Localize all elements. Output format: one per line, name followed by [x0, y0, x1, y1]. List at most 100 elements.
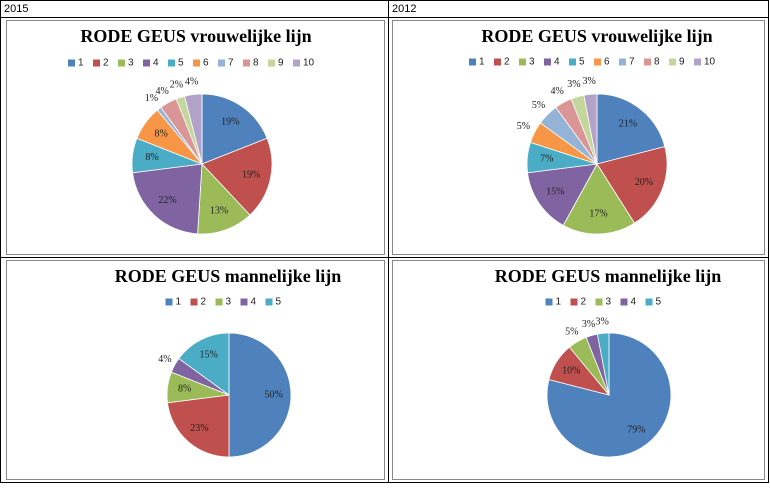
legend-label: 4: [153, 58, 159, 69]
slice-label: 3%: [583, 76, 596, 87]
pie-slice: [167, 394, 230, 458]
slice-label: 21%: [619, 118, 637, 129]
slice-label: 7%: [540, 154, 553, 165]
legend-label: 10: [303, 58, 315, 69]
slice-label: 22%: [158, 195, 176, 206]
slice-label: 3%: [582, 319, 595, 330]
legend-swatch: [265, 298, 273, 306]
slice-label: 5%: [517, 121, 530, 132]
legend-swatch: [619, 58, 626, 66]
legend-swatch: [519, 58, 526, 66]
legend-label: 3: [226, 297, 232, 308]
column-header: 2015: [4, 3, 28, 15]
legend-label: 5: [579, 57, 585, 68]
slice-label: 3%: [567, 79, 580, 90]
slice-label: 4%: [156, 86, 169, 97]
legend-label: 1: [556, 297, 562, 308]
legend-swatch: [694, 58, 701, 66]
legend-swatch: [644, 58, 651, 66]
chart-title: RODE GEUS mannelijke lijn: [115, 266, 342, 286]
legend-swatch: [168, 59, 175, 67]
slice-label: 20%: [635, 177, 653, 188]
legend-label: 5: [656, 297, 662, 308]
chart-title: RODE GEUS vrouwelijke lijn: [481, 26, 712, 46]
legend-swatch: [570, 298, 578, 306]
legend-swatch: [669, 58, 676, 66]
legend-label: 3: [606, 297, 612, 308]
legend-label: 2: [201, 297, 207, 308]
legend-swatch: [544, 58, 551, 66]
slice-label: 15%: [200, 350, 218, 361]
pie-slice: [583, 93, 598, 165]
slice-label: 23%: [190, 423, 208, 434]
legend-swatch: [620, 298, 628, 306]
legend-swatch: [569, 58, 576, 66]
slice-label: 5%: [532, 100, 545, 111]
legend-label: 3: [529, 57, 535, 68]
slice-label: 5%: [565, 326, 578, 337]
legend-swatch: [118, 59, 125, 67]
legend-label: 7: [629, 57, 635, 68]
legend-swatch: [190, 298, 198, 306]
pie-slice: [201, 137, 273, 216]
legend-swatch: [68, 59, 75, 67]
chart-title: RODE GEUS mannelijke lijn: [495, 266, 722, 286]
column-header: 2012: [392, 3, 416, 15]
pie-slice: [184, 93, 203, 165]
legend-label: 8: [253, 58, 259, 69]
pie-slice: [201, 93, 268, 165]
legend-swatch: [143, 59, 150, 67]
legend-swatch: [494, 58, 501, 66]
slice-label: 2%: [170, 80, 183, 91]
legend-swatch: [93, 59, 100, 67]
legend-label: 6: [203, 58, 209, 69]
legend-swatch: [594, 58, 601, 66]
legend-swatch: [268, 59, 275, 67]
legend-label: 2: [504, 57, 510, 68]
slice-label: 19%: [221, 117, 239, 128]
slice-label: 4%: [158, 354, 171, 365]
legend-label: 1: [479, 57, 485, 68]
legend-swatch: [165, 298, 173, 306]
legend-label: 1: [78, 58, 84, 69]
slice-label: 15%: [546, 187, 564, 198]
legend-label: 1: [176, 297, 182, 308]
pie-slice: [178, 332, 230, 396]
legend-label: 4: [251, 297, 257, 308]
pie-slice: [596, 146, 668, 224]
legend-label: 2: [103, 58, 109, 69]
slice-label: 8%: [145, 152, 158, 163]
slice-label: 1%: [145, 93, 158, 104]
legend-label: 6: [604, 57, 610, 68]
slice-label: 50%: [264, 389, 282, 400]
slice-label: 10%: [562, 365, 580, 376]
pie-slice: [596, 93, 666, 165]
legend-label: 4: [554, 57, 560, 68]
legend-label: 2: [581, 297, 587, 308]
pie-slice: [562, 163, 636, 235]
legend-label: 9: [679, 57, 685, 68]
legend-swatch: [469, 58, 476, 66]
legend-swatch: [545, 298, 553, 306]
legend-swatch: [293, 59, 300, 67]
pie-slice: [527, 163, 598, 226]
slice-label: 4%: [185, 76, 198, 87]
pie-slice: [596, 332, 610, 396]
legend-swatch: [595, 298, 603, 306]
legend-label: 8: [654, 57, 660, 68]
pie-slice: [228, 332, 292, 458]
slice-label: 17%: [589, 209, 607, 220]
legend-swatch: [218, 59, 225, 67]
slice-label: 3%: [595, 316, 608, 327]
slice-label: 13%: [210, 206, 228, 217]
legend-label: 5: [178, 58, 184, 69]
slice-label: 79%: [627, 425, 645, 436]
legend-swatch: [243, 59, 250, 67]
slice-label: 8%: [178, 384, 191, 395]
legend-label: 10: [704, 57, 716, 68]
slice-label: 8%: [155, 129, 168, 140]
pie-slice: [132, 163, 203, 235]
slice-label: 19%: [242, 169, 260, 180]
legend-swatch: [240, 298, 248, 306]
